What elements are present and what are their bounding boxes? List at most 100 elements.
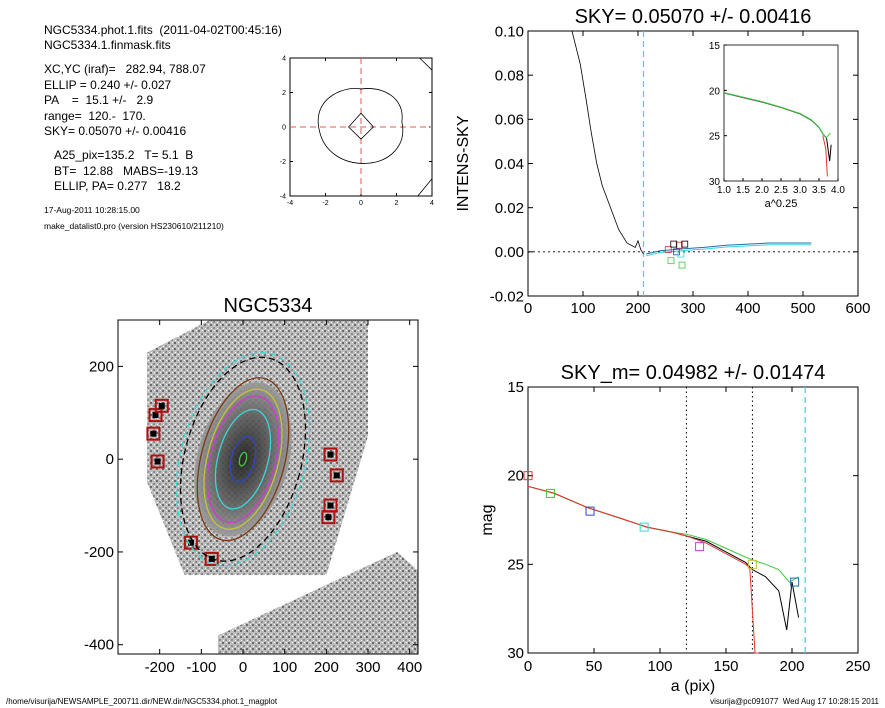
- y-tick-label: 4: [282, 55, 286, 62]
- outer-contour: [317, 88, 404, 164]
- masked-source: [152, 412, 159, 419]
- x-tick-label: 100: [647, 658, 672, 675]
- inset-x-tick-label: 3.0: [793, 185, 807, 196]
- x-tick-label: 100: [570, 300, 595, 317]
- x-tick-label: 0: [524, 658, 532, 675]
- x-tick-label: 500: [790, 300, 815, 317]
- x-tick-label: 100: [272, 659, 297, 676]
- data-marker: [747, 559, 757, 569]
- x-tick-label: 250: [845, 658, 870, 675]
- masked-source: [154, 458, 161, 465]
- x-tick-label: 150: [713, 658, 738, 675]
- y-tick-label: -4: [280, 193, 286, 200]
- x-tick-label: 300: [680, 300, 705, 317]
- header-line9: BT= 12.88 MABS=-19.13: [54, 164, 199, 178]
- inset-y-tick-label: 15: [709, 41, 721, 52]
- sky-annulus-inner: [179, 356, 307, 562]
- inset-y-tick-label: 20: [709, 86, 721, 97]
- x-tick-label: 200: [314, 659, 339, 676]
- masked-source-box: [150, 454, 165, 469]
- data-marker: [673, 248, 680, 256]
- data-marker: [545, 488, 555, 498]
- x-tick-label: 200: [625, 300, 650, 317]
- footer-user: visurija@pc091077 Wed Aug 17 10:28:15 20…: [710, 697, 879, 706]
- inset-x-tick-label: 4.0: [831, 185, 845, 196]
- x-tick-label: 0: [239, 659, 247, 676]
- image-tile-lower: [218, 551, 418, 654]
- isophote-green: [238, 451, 248, 467]
- y-tick-label: 25: [507, 556, 524, 573]
- x-tick-label: 50: [586, 658, 603, 675]
- header-line8: A25_pix=135.2 T= 5.1 B: [54, 148, 194, 162]
- data-marker: [790, 577, 800, 587]
- mag-line-black: [527, 485, 800, 631]
- header-program: make_datalist0.pro (version HS230610/211…: [44, 221, 224, 231]
- x-tick-label: -100: [186, 659, 216, 676]
- x-tick-label: 4: [430, 200, 434, 207]
- header-line6: range= 120.- 170.: [44, 109, 146, 123]
- y-axis-label: mag: [479, 504, 496, 535]
- header-line5: PA = 15.1 +/- 2.9: [44, 93, 154, 107]
- inset-x-tick-label: 2.0: [755, 185, 769, 196]
- masked-source: [187, 539, 194, 546]
- corner-contour: [417, 57, 433, 197]
- plot-frame: [117, 319, 419, 655]
- y-tick-label: 0.00: [495, 244, 524, 261]
- intensity-line: [571, 30, 644, 255]
- x-tick-label: -200: [145, 659, 175, 676]
- outer-intensity-line-cyan: [646, 244, 812, 257]
- inset-x-tick-label: 2.5: [774, 185, 788, 196]
- header-line7: SKY= 0.05070 +/- 0.00416: [44, 124, 187, 138]
- galaxy-image: [146, 320, 418, 654]
- plot-frame: [527, 386, 859, 654]
- inset-x-tick-label: 3.5: [812, 185, 826, 196]
- data-marker: [681, 240, 689, 248]
- masked-source: [327, 502, 334, 509]
- y-tick-label: 0.08: [495, 67, 524, 84]
- inner-contour: [348, 112, 374, 140]
- y-tick-label: 2: [282, 90, 286, 97]
- data-marker: [585, 506, 595, 516]
- inset-line-red: [822, 135, 828, 177]
- masked-source: [327, 451, 334, 458]
- y-tick-label: -2: [280, 159, 286, 166]
- y-tick-label: 30: [507, 645, 524, 662]
- header-line3: XC,YC (iraf)= 282.94, 788.07: [44, 62, 206, 76]
- header-line10: ELLIP, PA= 0.277 18.2: [54, 179, 181, 193]
- y-tick-label: -400: [84, 637, 114, 654]
- inset-y-tick-label: 25: [709, 132, 721, 143]
- y-tick-label: -200: [84, 544, 114, 561]
- masked-source-box: [321, 510, 336, 525]
- header-line4: ELLIP = 0.240 +/- 0.027: [44, 78, 172, 92]
- x-tick-label: -2: [322, 200, 328, 207]
- footer-path: /home/visurija/NEWSAMPLE_200711.dir/NEW.…: [6, 697, 278, 706]
- masked-source-box: [204, 551, 219, 566]
- isophote-brown: [196, 377, 290, 542]
- masked-source-box: [154, 398, 169, 413]
- inset-bg: [723, 44, 839, 182]
- masked-source: [158, 402, 165, 409]
- x-axis-label: a (pix): [671, 678, 715, 695]
- magnitude-profile-plot: 0 50 100 150 200 250 15 20 25 30 SKY_m= 0.04982 +/…: [479, 362, 871, 695]
- masked-source-box: [323, 447, 338, 462]
- mag-line-red: [527, 485, 759, 654]
- data-marker: [695, 542, 705, 552]
- y-tick-label: 15: [507, 379, 524, 396]
- y-tick-label: -0.02: [490, 288, 524, 305]
- sky-annulus-outer: [175, 351, 311, 567]
- y-tick-label: 0.02: [495, 200, 524, 217]
- data-marker: [670, 240, 678, 248]
- data-marker: [675, 241, 683, 249]
- y-tick-label: 200: [89, 358, 114, 375]
- x-tick-label: 2: [395, 200, 399, 207]
- masked-source: [325, 514, 332, 521]
- data-marker: [667, 257, 675, 265]
- isophote-yellow: [203, 388, 283, 530]
- isophote-blue: [229, 435, 257, 483]
- data-marker: [677, 250, 685, 258]
- x-tick-label: -4: [287, 200, 293, 207]
- inset-x-tick-label: 1.0: [717, 185, 731, 196]
- data-marker: [639, 522, 649, 532]
- inset-x-tick-label: 1.5: [736, 185, 750, 196]
- data-marker: [678, 261, 686, 269]
